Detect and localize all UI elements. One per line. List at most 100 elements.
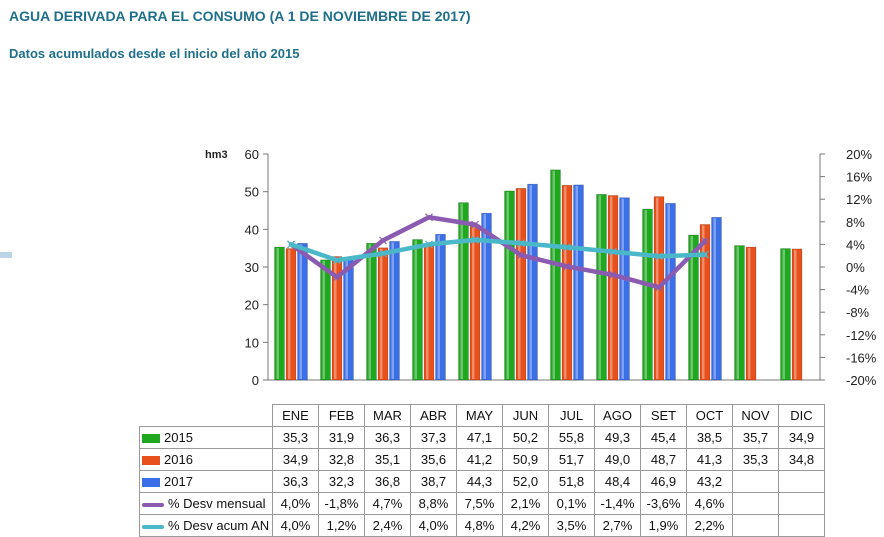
bar-2016 [745, 246, 757, 381]
edge-marker [0, 252, 12, 258]
table-cell: 35,7 [732, 426, 779, 449]
legend-key [142, 478, 160, 488]
bar-highlight [667, 204, 670, 379]
table-cell: 8,8% [410, 492, 457, 515]
table-cell: 44,3 [456, 470, 503, 493]
category-label: JUL [548, 404, 595, 427]
table-cell: 37,3 [410, 426, 457, 449]
table-cell: -1,4% [594, 492, 641, 515]
line-point [425, 240, 433, 249]
table-cell [778, 514, 825, 537]
y-axis-unit: hm3 [205, 149, 228, 161]
bar-highlight [621, 198, 624, 379]
category-label: OCT [686, 404, 733, 427]
series-name: 2015 [164, 430, 193, 445]
bar-2015 [550, 169, 561, 381]
series-legend-cell: 2016 [139, 448, 273, 471]
table-cell: 51,7 [548, 448, 595, 471]
line-series [287, 213, 709, 292]
y2-tick-label: 0% [846, 260, 865, 275]
y-tick-label: 50 [245, 185, 259, 200]
bar-2015 [642, 208, 653, 381]
bar-highlight [483, 214, 486, 379]
table-cell [778, 470, 825, 493]
bar-2017 [435, 233, 446, 381]
category-label: DIC [778, 404, 825, 427]
table-cell: 47,1 [456, 426, 503, 449]
bar-2015 [412, 239, 423, 381]
bar-highlight [690, 235, 693, 379]
bar-2016 [561, 184, 573, 381]
chart-subtitle: Datos acumulados desde el inicio del año… [9, 46, 300, 61]
bar-highlight [460, 203, 463, 379]
bar-highlight [437, 235, 440, 379]
table-cell: 50,9 [502, 448, 549, 471]
table-cell: 52,0 [502, 470, 549, 493]
line-point [701, 237, 709, 245]
bar-2017 [481, 212, 492, 381]
y2-tick-label: 20% [846, 147, 872, 162]
y-tick-label: 60 [245, 147, 259, 162]
y-tick-label: 30 [245, 260, 259, 275]
table-cell: 46,9 [640, 470, 687, 493]
line-point [563, 262, 571, 271]
line-% Desv acum AN [288, 237, 708, 263]
table-cell: 51,8 [548, 470, 595, 493]
series-legend-cell: 2017 [139, 470, 273, 493]
line-point [655, 252, 663, 261]
bar-highlight [345, 259, 348, 379]
table-cell: 35,1 [364, 448, 411, 471]
category-label: ABR [410, 404, 457, 427]
table-cell: 38,5 [686, 426, 733, 449]
table-cell [732, 492, 779, 515]
bar-highlight [610, 196, 613, 379]
series-legend-cell: 2015 [139, 426, 273, 449]
line-point [333, 273, 341, 282]
bar-highlight [391, 242, 394, 379]
bar-highlight [529, 185, 532, 379]
bar-2017 [573, 184, 584, 381]
bar-2016 [699, 224, 711, 381]
table-cell: 4,2% [502, 514, 549, 537]
bar-2017 [389, 241, 400, 381]
bar-highlight [702, 225, 705, 379]
table-cell: 45,4 [640, 426, 687, 449]
category-label: AGO [594, 404, 641, 427]
line-point [563, 243, 571, 252]
table-cell: 36,3 [364, 426, 411, 449]
table-cell: 35,6 [410, 448, 457, 471]
table-cell: 38,7 [410, 470, 457, 493]
chart-axes: 0 10 20 30 40 50 60 20% 16% 12% 8% 4% 0% -4% -8% -12% -1… [245, 147, 877, 388]
bar-highlight [748, 248, 751, 379]
bar-2017 [527, 183, 538, 381]
bar-2015 [274, 246, 285, 381]
table-row: % Desv acum AN 4,0% 1,2% 2,4% 4,0% 4,8% 4,2% 3,… [139, 514, 825, 537]
y2-tick-label: 16% [846, 170, 872, 185]
series-name: % Desv acum AN [168, 518, 270, 533]
series-name: % Desv mensual [168, 496, 266, 511]
bar-2015 [734, 245, 745, 381]
bar-2016 [791, 248, 803, 381]
line-point [655, 283, 663, 292]
table-cell: 35,3 [732, 448, 779, 471]
bar-highlight [334, 257, 337, 379]
category-label: MAR [364, 404, 411, 427]
table-cell: 4,8% [456, 514, 503, 537]
bar-highlight [564, 186, 567, 379]
table-cell: 48,7 [640, 448, 687, 471]
table-cell: 49,0 [594, 448, 641, 471]
line-point [517, 251, 525, 260]
bar-2017 [711, 216, 722, 381]
y2-tick-label: -20% [846, 373, 877, 388]
table-row: % Desv mensual 4,0% -1,8% 4,7% 8,8% 7,5% 2,1% 0… [139, 492, 825, 515]
table-cell: 1,2% [318, 514, 365, 537]
table-cell: 1,9% [640, 514, 687, 537]
table-cell [732, 470, 779, 493]
legend-key [142, 524, 164, 529]
table-cell: 31,9 [318, 426, 365, 449]
table-cell: 48,4 [594, 470, 641, 493]
bar-2015 [320, 259, 331, 381]
table-corner [140, 405, 273, 427]
bar-highlight [472, 225, 475, 379]
table-cell: 41,3 [686, 448, 733, 471]
